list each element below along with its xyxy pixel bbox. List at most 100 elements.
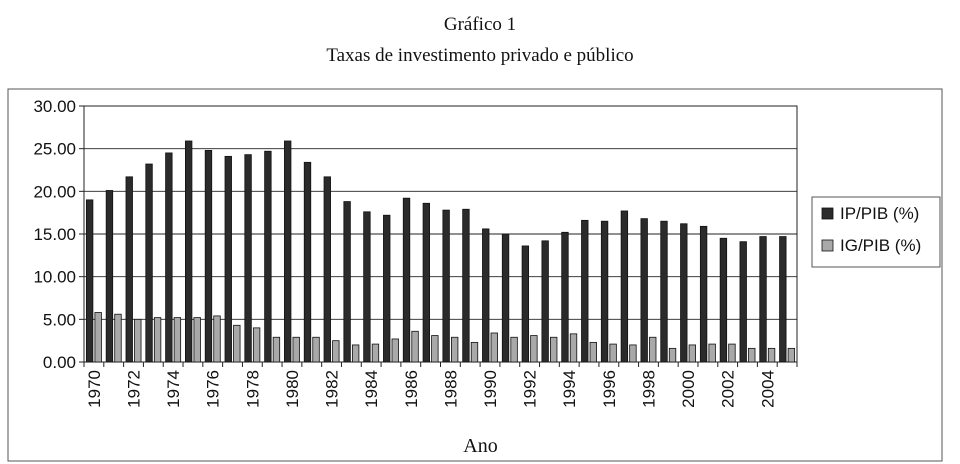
bar-ip-pib xyxy=(204,149,213,363)
bar-ip-pib xyxy=(85,199,94,363)
bar-ip-pib xyxy=(284,140,292,363)
x-tick-label: 1998 xyxy=(639,370,658,408)
chart-frame xyxy=(7,88,943,462)
bar-ig-pib xyxy=(728,343,736,363)
bar-ip-pib xyxy=(779,236,787,363)
bar-ip-pib xyxy=(521,245,530,363)
bar-ip-pib xyxy=(442,209,450,363)
bar-ig-pib xyxy=(252,327,261,363)
bar-ip-pib xyxy=(303,161,312,363)
bar-ip-pib xyxy=(501,233,510,363)
bar-ig-pib xyxy=(173,317,182,363)
y-tick-label: 10.00 xyxy=(33,268,76,287)
legend: IP/PIB (%) IG/PIB (%) xyxy=(811,196,941,268)
y-tick-label: 30.00 xyxy=(33,97,76,116)
x-tick-label: 1978 xyxy=(243,370,262,408)
bar-ig-pib xyxy=(411,330,419,363)
bar-ip-pib xyxy=(620,210,629,363)
bar-ip-pib xyxy=(402,197,411,363)
bar-ig-pib xyxy=(787,347,796,363)
bar-ig-pib xyxy=(767,347,776,363)
x-tick-label: 2000 xyxy=(679,370,698,408)
bar-ig-pib xyxy=(550,336,558,363)
bar-ip-pib xyxy=(640,218,648,363)
bar-ig-pib xyxy=(213,315,221,363)
bar-ip-pib xyxy=(125,176,133,363)
bar-ip-pib xyxy=(660,220,668,363)
bar-ip-pib xyxy=(680,223,688,363)
chart-title: Gráfico 1 xyxy=(443,14,517,35)
x-axis-title: Ano xyxy=(463,435,497,457)
bar-ig-pib xyxy=(688,344,697,363)
y-tick-label: 25.00 xyxy=(33,140,76,159)
bar-ig-pib xyxy=(451,336,459,363)
bar-ig-pib xyxy=(431,335,439,363)
bar-ip-pib xyxy=(561,231,569,363)
bar-ig-pib xyxy=(272,336,281,363)
bar-ig-pib xyxy=(530,335,538,363)
y-tick-label: 15.00 xyxy=(33,225,76,244)
bar-ip-pib xyxy=(184,140,193,363)
bar-ip-pib xyxy=(363,211,371,363)
bar-ig-pib xyxy=(629,344,637,363)
x-tick-label: 1996 xyxy=(600,370,619,408)
x-tick-label: 1992 xyxy=(521,370,540,408)
x-tick-label: 1990 xyxy=(481,370,500,408)
bar-ip-pib xyxy=(264,150,272,363)
x-tick-label: 1980 xyxy=(283,370,302,408)
bar-ig-pib xyxy=(391,338,399,363)
bar-ig-pib xyxy=(490,332,498,363)
bar-ip-pib xyxy=(600,220,609,363)
bar-ig-pib xyxy=(569,333,578,363)
bar-ip-pib xyxy=(482,228,490,363)
bar-ip-pib xyxy=(323,176,331,363)
bar-ig-pib xyxy=(114,313,122,363)
bar-ip-pib xyxy=(244,154,252,363)
y-tick-label: 5.00 xyxy=(43,310,76,329)
legend-label-ip-pib: IP/PIB (%) xyxy=(840,204,919,223)
bar-ip-pib xyxy=(343,201,351,363)
bar-ip-pib xyxy=(699,225,708,363)
bar-ig-pib xyxy=(332,340,340,363)
bar-ig-pib xyxy=(312,336,320,363)
bar-ip-pib xyxy=(422,202,430,363)
x-tick-label: 2004 xyxy=(758,370,777,408)
bar-ip-pib xyxy=(759,236,767,363)
bar-ig-pib xyxy=(153,317,162,363)
bar-ig-pib xyxy=(748,347,756,363)
x-tick-label: 1988 xyxy=(441,370,460,408)
bar-ig-pib xyxy=(708,343,716,363)
x-tick-label: 1974 xyxy=(164,370,183,408)
legend-swatch-ip-pib xyxy=(821,207,834,220)
bar-ig-pib xyxy=(470,341,479,363)
x-tick-label: 1976 xyxy=(204,370,223,408)
bar-ip-pib xyxy=(105,190,114,363)
x-tick-label: 1986 xyxy=(402,370,421,408)
x-tick-label: 1994 xyxy=(560,370,579,408)
bar-ip-pib xyxy=(383,214,391,363)
bar-ip-pib xyxy=(224,155,232,363)
x-tick-label: 1972 xyxy=(125,370,144,408)
bar-ig-pib xyxy=(292,336,300,363)
bar-ip-pib xyxy=(145,163,153,363)
bar-ip-pib xyxy=(541,240,549,363)
bar-ig-pib xyxy=(94,312,102,363)
y-tick-label: 20.00 xyxy=(33,182,76,201)
bar-ip-pib xyxy=(581,219,589,363)
x-tick-label: 1970 xyxy=(85,370,104,408)
bar-ig-pib xyxy=(233,324,241,363)
bar-ig-pib xyxy=(193,317,201,363)
bar-ip-pib xyxy=(719,237,728,363)
x-tick-label: 1982 xyxy=(323,370,342,408)
legend-label-ig-pib: IG/PIB (%) xyxy=(840,236,921,255)
bar-ip-pib xyxy=(462,208,470,363)
bar-ig-pib xyxy=(371,343,380,363)
bar-ig-pib xyxy=(668,347,677,363)
legend-swatch-ig-pib xyxy=(821,239,834,252)
x-tick-label: 1984 xyxy=(362,370,381,408)
bar-ig-pib xyxy=(609,343,617,363)
bar-ip-pib xyxy=(165,152,173,363)
bar-ig-pib xyxy=(649,336,657,363)
bar-ip-pib xyxy=(739,241,747,363)
